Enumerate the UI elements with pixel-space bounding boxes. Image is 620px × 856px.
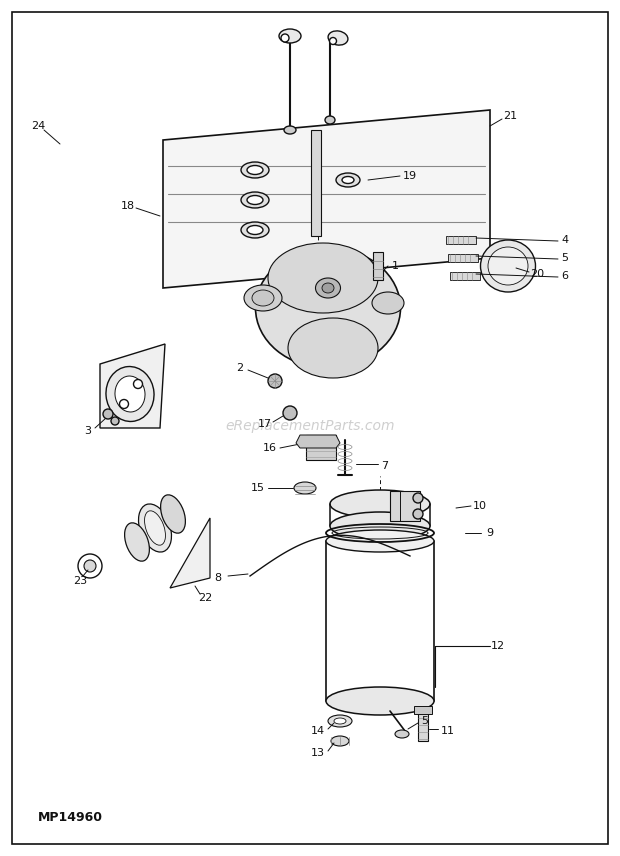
Text: 22: 22 bbox=[198, 593, 212, 603]
Text: 20: 20 bbox=[530, 269, 544, 279]
Bar bbox=[306, 435, 336, 460]
Polygon shape bbox=[163, 110, 490, 288]
Circle shape bbox=[268, 374, 282, 388]
Ellipse shape bbox=[138, 504, 172, 552]
Ellipse shape bbox=[316, 278, 340, 298]
Ellipse shape bbox=[294, 482, 316, 494]
Bar bbox=[414, 706, 432, 714]
Circle shape bbox=[78, 554, 102, 578]
Text: 23: 23 bbox=[73, 576, 87, 586]
Text: 18: 18 bbox=[121, 201, 135, 211]
Text: 7: 7 bbox=[381, 461, 389, 471]
Circle shape bbox=[103, 409, 113, 419]
Bar bbox=[446, 236, 476, 244]
Circle shape bbox=[111, 417, 119, 425]
Circle shape bbox=[120, 400, 128, 408]
Text: 11: 11 bbox=[441, 726, 455, 736]
Circle shape bbox=[413, 509, 423, 519]
Circle shape bbox=[281, 34, 289, 42]
Bar bbox=[450, 272, 480, 280]
Text: 15: 15 bbox=[251, 483, 265, 493]
Ellipse shape bbox=[247, 195, 263, 205]
Circle shape bbox=[133, 379, 143, 389]
Circle shape bbox=[413, 493, 423, 503]
Ellipse shape bbox=[336, 173, 360, 187]
Circle shape bbox=[329, 38, 337, 45]
Text: 8: 8 bbox=[215, 573, 221, 583]
Text: 6: 6 bbox=[562, 271, 569, 281]
Ellipse shape bbox=[125, 523, 149, 562]
Ellipse shape bbox=[488, 247, 528, 285]
Ellipse shape bbox=[326, 687, 434, 715]
Text: 12: 12 bbox=[491, 641, 505, 651]
Bar bbox=[390, 491, 420, 521]
Text: 13: 13 bbox=[311, 748, 325, 758]
Ellipse shape bbox=[247, 225, 263, 235]
Ellipse shape bbox=[144, 511, 166, 545]
Text: 1: 1 bbox=[391, 261, 399, 271]
Bar bbox=[418, 713, 428, 741]
Circle shape bbox=[283, 406, 297, 420]
Ellipse shape bbox=[161, 495, 185, 533]
Ellipse shape bbox=[480, 240, 536, 292]
Polygon shape bbox=[296, 435, 340, 448]
Text: 3: 3 bbox=[84, 426, 92, 436]
Ellipse shape bbox=[330, 512, 430, 540]
Bar bbox=[311, 130, 321, 236]
Text: 10: 10 bbox=[473, 501, 487, 511]
Circle shape bbox=[84, 560, 96, 572]
Ellipse shape bbox=[279, 29, 301, 43]
Text: 17: 17 bbox=[258, 419, 272, 429]
Ellipse shape bbox=[334, 718, 346, 724]
Ellipse shape bbox=[322, 283, 334, 293]
Ellipse shape bbox=[241, 222, 269, 238]
Text: 9: 9 bbox=[487, 528, 494, 538]
Ellipse shape bbox=[328, 31, 348, 45]
Text: eReplacementParts.com: eReplacementParts.com bbox=[225, 419, 395, 433]
Text: 2: 2 bbox=[236, 363, 244, 373]
Text: MP14960: MP14960 bbox=[38, 811, 103, 824]
Ellipse shape bbox=[288, 318, 378, 378]
Ellipse shape bbox=[244, 285, 282, 311]
Ellipse shape bbox=[268, 243, 378, 313]
Polygon shape bbox=[100, 344, 165, 428]
Ellipse shape bbox=[372, 292, 404, 314]
Ellipse shape bbox=[106, 366, 154, 421]
Ellipse shape bbox=[241, 192, 269, 208]
Text: 19: 19 bbox=[403, 171, 417, 181]
Bar bbox=[373, 252, 383, 280]
Ellipse shape bbox=[252, 290, 274, 306]
Text: 16: 16 bbox=[263, 443, 277, 453]
Text: 24: 24 bbox=[31, 121, 45, 131]
Bar bbox=[448, 254, 478, 262]
Ellipse shape bbox=[328, 715, 352, 727]
Ellipse shape bbox=[326, 530, 434, 552]
Ellipse shape bbox=[247, 165, 263, 175]
Ellipse shape bbox=[255, 248, 401, 368]
Text: 4: 4 bbox=[562, 235, 569, 245]
Text: 14: 14 bbox=[311, 726, 325, 736]
Ellipse shape bbox=[395, 730, 409, 738]
Ellipse shape bbox=[284, 126, 296, 134]
Text: 21: 21 bbox=[503, 111, 517, 121]
Ellipse shape bbox=[241, 162, 269, 178]
Ellipse shape bbox=[342, 176, 354, 183]
Ellipse shape bbox=[330, 490, 430, 518]
Text: 5: 5 bbox=[562, 253, 569, 263]
Ellipse shape bbox=[325, 116, 335, 124]
Polygon shape bbox=[170, 518, 210, 588]
Ellipse shape bbox=[115, 376, 145, 412]
Ellipse shape bbox=[331, 736, 349, 746]
Text: 5: 5 bbox=[422, 716, 428, 726]
